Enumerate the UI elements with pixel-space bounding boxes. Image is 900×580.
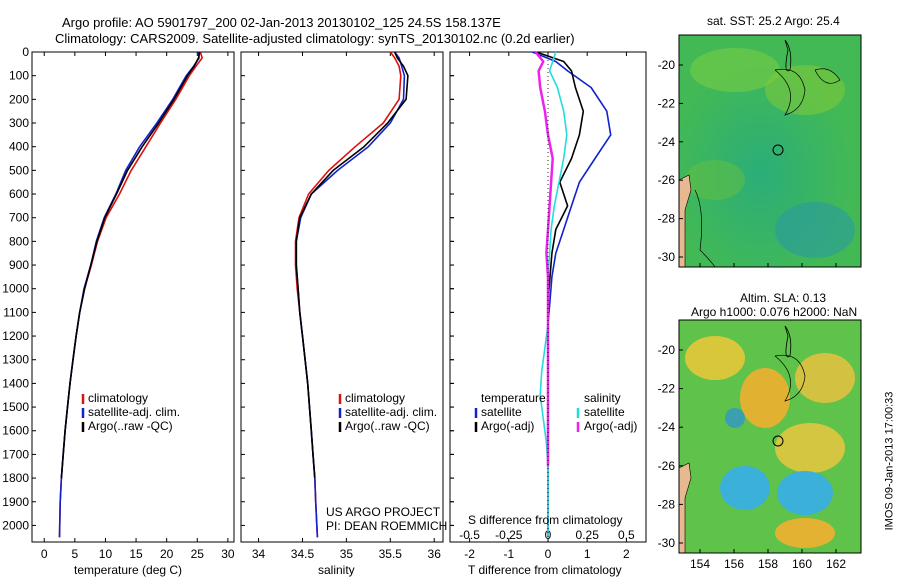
map-lat-label: -28 (658, 212, 676, 226)
depth-tick-label: 1600 (2, 424, 29, 438)
figure-title-line1: Argo profile: AO 5901797_200 02-Jan-2013… (62, 15, 501, 30)
s-difference-tick-label: -0.5 (459, 528, 480, 542)
map-lat-label: -28 (658, 497, 676, 511)
map-lat-label: -24 (658, 420, 676, 434)
s-difference-tick-label: 0.25 (576, 528, 600, 542)
salinity-axis-tick-label: 35.5 (379, 547, 403, 561)
t-difference-axis-tick-label: -2 (464, 547, 475, 561)
depth-tick-label: 600 (9, 187, 29, 201)
series-line-3-0 (539, 51, 568, 538)
salinity-axis-tick-label: 34.5 (291, 547, 315, 561)
s-difference-label: S difference from climatology (468, 513, 623, 527)
depth-tick-label: 900 (9, 258, 29, 272)
project-label: US ARGO PROJECT (326, 505, 441, 519)
sal-legend-satellite: satellite-adj. clim. (345, 405, 438, 419)
map-lat-label: -30 (658, 536, 676, 550)
salinity-axis-tick-label: 36 (428, 547, 442, 561)
depth-tick-label: 1000 (2, 282, 29, 296)
depth-tick-label: 100 (9, 69, 29, 83)
diff-legend-temp-argo: Argo(-adj) (481, 419, 535, 433)
temperature-axis-tick-label: 15 (129, 547, 143, 561)
depth-tick-label: 0 (22, 45, 29, 59)
depth-tick-label: 400 (9, 140, 29, 154)
temperature-axis-tick-label: 10 (99, 547, 113, 561)
temperature-axis-tick-label: 20 (160, 547, 174, 561)
depth-tick-label: 1300 (2, 353, 29, 367)
t-difference-axis-tick-label: 2 (623, 547, 630, 561)
depth-tick-label: 700 (9, 211, 29, 225)
pi-label: PI: DEAN ROEMMICH (326, 519, 448, 533)
diff-legend-sal-argo: Argo(-adj) (584, 419, 638, 433)
map-lat-label: -26 (658, 173, 676, 187)
depth-tick-label: 1400 (2, 376, 29, 390)
temperature-axis-tick-label: 30 (221, 547, 235, 561)
t-difference-axis-tick-label: -1 (503, 547, 514, 561)
map-lon-label: 160 (792, 557, 812, 568)
depth-tick-label: 1900 (2, 495, 29, 509)
depth-tick-label: 1500 (2, 400, 29, 414)
depth-tick-label: 800 (9, 234, 29, 248)
temperature-axis-tick-label: 5 (72, 547, 79, 561)
s-difference-tick-label: -0.25 (495, 528, 523, 542)
sst-map-title: sat. SST: 25.2 Argo: 25.4 (707, 14, 840, 28)
salinity-xlabel: salinity (318, 563, 355, 577)
diff-legend-temp-head: temperature (481, 391, 546, 405)
map-lat-label: -22 (658, 96, 676, 110)
temperature-xlabel: temperature (deg C) (74, 563, 183, 577)
depth-tick-label: 1100 (3, 305, 29, 319)
series-line-2-0 (532, 51, 612, 538)
series-line-1-2 (295, 51, 409, 479)
diff-legend-temp-sat: satellite (481, 405, 522, 419)
figure-title-line2: Climatology: CARS2009. Satellite-adjuste… (55, 31, 575, 46)
temp-legend-satellite: satellite-adj. clim. (88, 405, 181, 419)
map-lon-label: 162 (826, 557, 846, 568)
salinity-axis-tick-label: 35 (340, 547, 354, 561)
depth-tick-label: 2000 (2, 518, 29, 532)
depth-tick-label: 1800 (2, 471, 29, 485)
map-lat-label: -22 (658, 382, 676, 396)
diff-legend-sal-sat: satellite (584, 405, 625, 419)
series-line-0-0 (58, 51, 203, 538)
salinity-axis-tick-label: 34 (252, 547, 266, 561)
t-difference-axis-tick-label: 0 (545, 547, 552, 561)
series-line-0-2 (60, 51, 201, 479)
temperature-panel-frame (31, 51, 235, 543)
depth-tick-label: 1200 (2, 329, 29, 343)
sal-legend-argo: Argo(..raw -QC) (345, 419, 430, 433)
map-lat-label: -30 (658, 250, 676, 264)
salinity-panel-frame (240, 51, 444, 543)
depth-tick-label: 1700 (2, 447, 29, 461)
series-line-0-1 (58, 51, 200, 538)
t-difference-axis-tick-label: 1 (584, 547, 591, 561)
map-lat-label: -20 (658, 343, 676, 357)
sla-map: -20 -22 -24 -26 -28 -30 154 156 158 160 162 (658, 319, 862, 568)
difference-xlabel: T difference from climatology (468, 563, 622, 577)
temperature-axis-tick-label: 25 (191, 547, 205, 561)
series-line-1-1 (295, 51, 406, 538)
depth-tick-label: 300 (9, 116, 29, 130)
sla-map-title1: Altim. SLA: 0.13 (740, 291, 827, 305)
map-lon-label: 154 (690, 557, 710, 568)
temp-legend-climatology: climatology (88, 391, 149, 405)
sal-legend-climatology: climatology (345, 391, 406, 405)
argo-position-marker-sla (772, 435, 784, 447)
s-difference-tick-label: 0.5 (618, 528, 635, 542)
series-line-3-1 (534, 51, 554, 467)
map-lat-label: -26 (658, 459, 676, 473)
temp-legend-argo: Argo(..raw -QC) (88, 419, 173, 433)
map-lon-label: 156 (724, 557, 744, 568)
sla-map-title2: Argo h1000: 0.076 h2000: NaN (691, 305, 858, 319)
temperature-axis-tick-label: 0 (41, 547, 48, 561)
diff-legend-sal-head: salinity (584, 391, 621, 405)
map-lon-label: 158 (758, 557, 778, 568)
argo-position-marker (772, 144, 784, 156)
map-lat-label: -24 (658, 135, 676, 149)
footer-stamp: IMOS 09-Jan-2013 17:00:33 (883, 391, 896, 531)
depth-tick-label: 200 (9, 92, 29, 106)
depth-tick-label: 500 (9, 163, 29, 177)
map-lat-label: -20 (658, 58, 676, 72)
